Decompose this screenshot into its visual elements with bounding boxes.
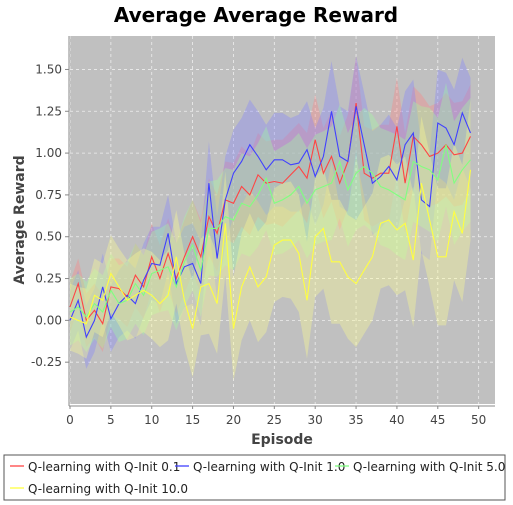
x-tick-label: 5 [107, 413, 115, 427]
y-axis-label: Average Reward [12, 155, 28, 284]
y-tick-label: -0.25 [31, 355, 62, 369]
y-tick-label: 1.00 [35, 146, 62, 160]
legend-label-1: Q-learning with Q-Init 0.1 [28, 460, 180, 474]
x-tick-label: 50 [471, 413, 486, 427]
y-tick-label: 0.00 [35, 313, 62, 327]
legend-label-2: Q-learning with Q-Init 1.0 [193, 460, 345, 474]
legend-label-4: Q-learning with Q-Init 10.0 [28, 482, 188, 496]
y-tick-label: 0.50 [35, 230, 62, 244]
x-tick-label: 0 [66, 413, 74, 427]
x-tick-label: 40 [389, 413, 404, 427]
legend-label-3: Q-learning with Q-Init 5.0 [353, 460, 505, 474]
y-tick-label: 1.50 [35, 62, 62, 76]
x-tick-label: 15 [185, 413, 200, 427]
x-tick-label: 25 [267, 413, 282, 427]
x-tick-label: 20 [226, 413, 241, 427]
y-tick-label: 1.25 [35, 104, 62, 118]
x-tick-label: 35 [348, 413, 363, 427]
x-tick-label: 30 [308, 413, 323, 427]
y-tick-label: 0.75 [35, 188, 62, 202]
x-tick-label: 10 [144, 413, 159, 427]
x-tick-label: 45 [430, 413, 445, 427]
x-axis-label: Episode [251, 432, 313, 448]
y-tick-label: 0.25 [35, 272, 62, 286]
chart-title: Average Average Reward [114, 3, 398, 27]
